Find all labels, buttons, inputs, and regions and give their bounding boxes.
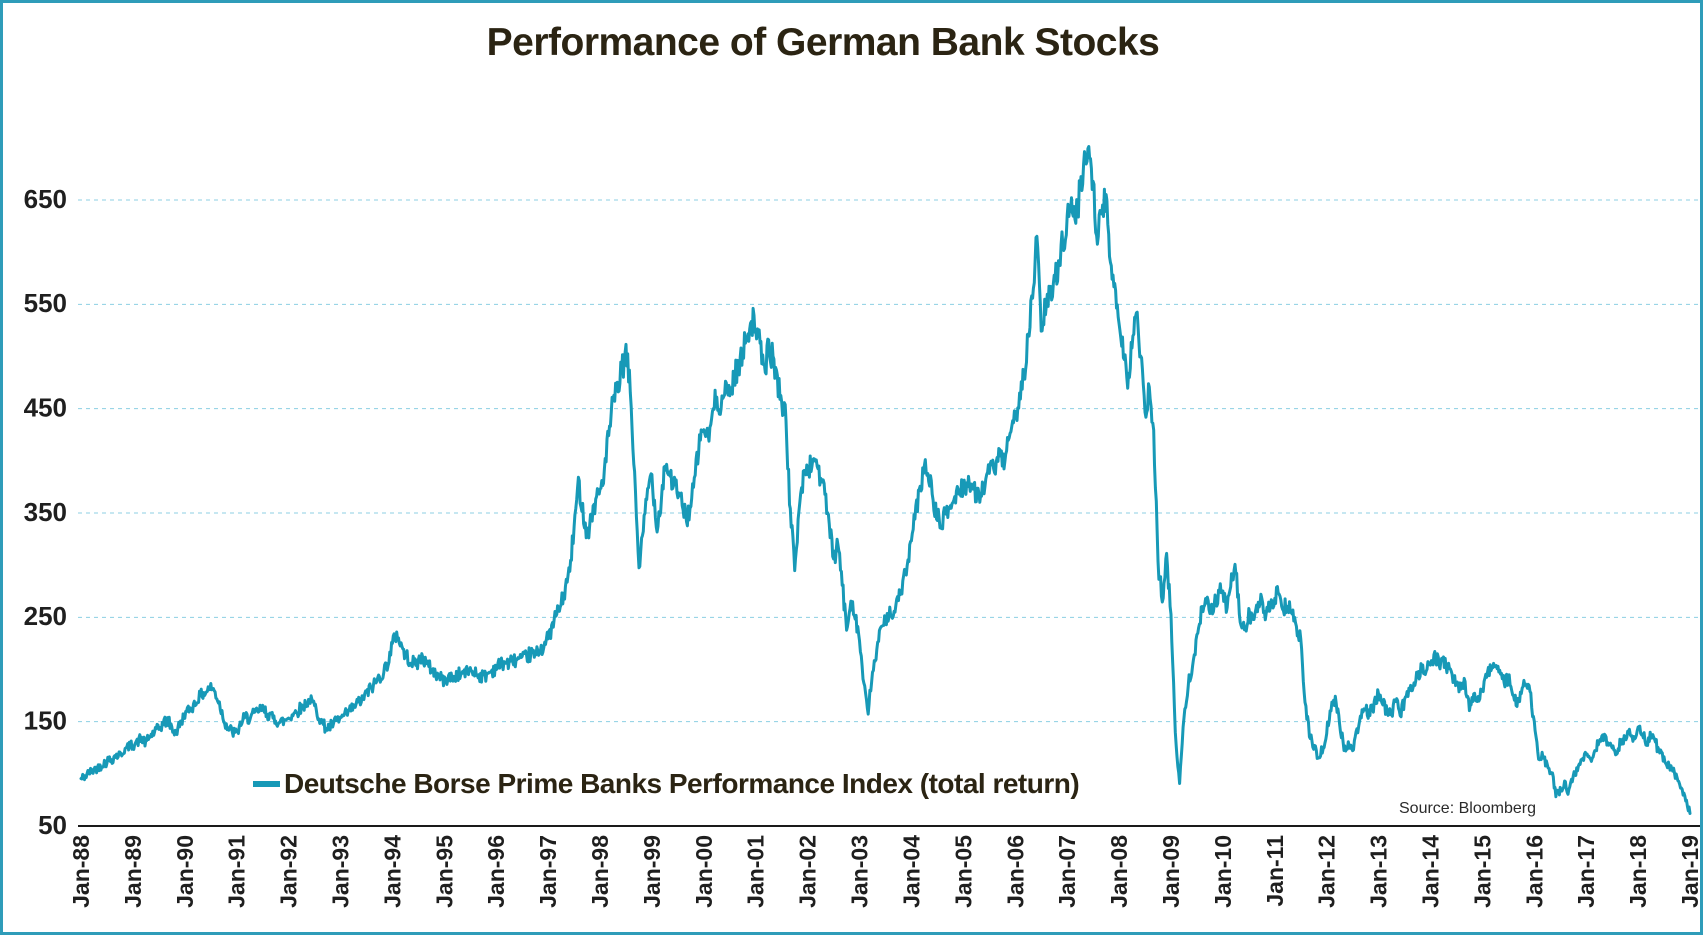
x-tick-label: Jan-12 [1314,835,1340,908]
y-tick-label: 550 [24,288,67,318]
x-tick-label: Jan-16 [1521,835,1547,908]
y-tick-label: 450 [24,393,67,423]
y-tick-label: 50 [38,810,67,840]
x-tick-label: Jan-94 [379,835,405,908]
x-tick-label: Jan-04 [898,835,924,908]
y-tick-label: 150 [24,706,67,736]
x-tick-label: Jan-98 [587,835,613,908]
x-tick-label: Jan-10 [1210,835,1236,908]
x-tick-label: Jan-11 [1262,835,1288,907]
y-tick-label: 650 [24,184,67,214]
x-tick-label: Jan-95 [431,835,457,908]
y-tick-label: 250 [24,601,67,631]
y-tick-label: 350 [24,497,67,527]
x-tick-label: Jan-93 [328,835,354,908]
x-tick-label: Jan-09 [1158,835,1184,908]
gridlines [78,199,1700,723]
x-tick-label: Jan-17 [1573,835,1599,908]
x-tick-label: Jan-18 [1625,835,1651,908]
x-tick-label: Jan-99 [639,835,665,908]
x-tick-label: Jan-19 [1677,835,1703,908]
series-line [79,145,1692,815]
x-tick-label: Jan-97 [535,835,561,908]
x-tick-label: Jan-02 [795,835,821,908]
legend: Deutsche Borse Prime Banks Performance I… [253,768,1080,799]
x-tick-label: Jan-05 [950,835,976,908]
x-tick-label: Jan-14 [1417,835,1443,908]
x-tick-label: Jan-03 [847,835,873,908]
x-tick-label: Jan-92 [276,835,302,908]
x-tick-label: Jan-91 [224,835,250,908]
y-axis-labels: 50 150 250 350 450 550 650 [24,184,67,840]
x-tick-label: Jan-06 [1002,835,1028,908]
x-tick-label: Jan-89 [120,835,146,908]
legend-line-marker [253,781,280,787]
x-axis-labels: Jan-88 Jan-89 Jan-90 Jan-91 Jan-92 Jan-93 Jan-… [68,835,1703,908]
x-tick-label: Jan-15 [1469,835,1495,908]
x-tick-label: Jan-13 [1366,835,1392,908]
x-tick-label: Jan-00 [691,835,717,908]
source-note: Source: Bloomberg [1399,800,1536,817]
x-tick-label: Jan-08 [1106,835,1132,908]
x-tick-label: Jan-07 [1054,835,1080,908]
x-tick-label: Jan-96 [483,835,509,908]
x-tick-label: Jan-01 [743,835,769,908]
x-tick-label: Jan-88 [68,835,94,908]
chart-title: Performance of German Bank Stocks [486,21,1160,64]
x-tick-label: Jan-90 [172,835,198,908]
legend-label: Deutsche Borse Prime Banks Performance I… [284,768,1080,799]
